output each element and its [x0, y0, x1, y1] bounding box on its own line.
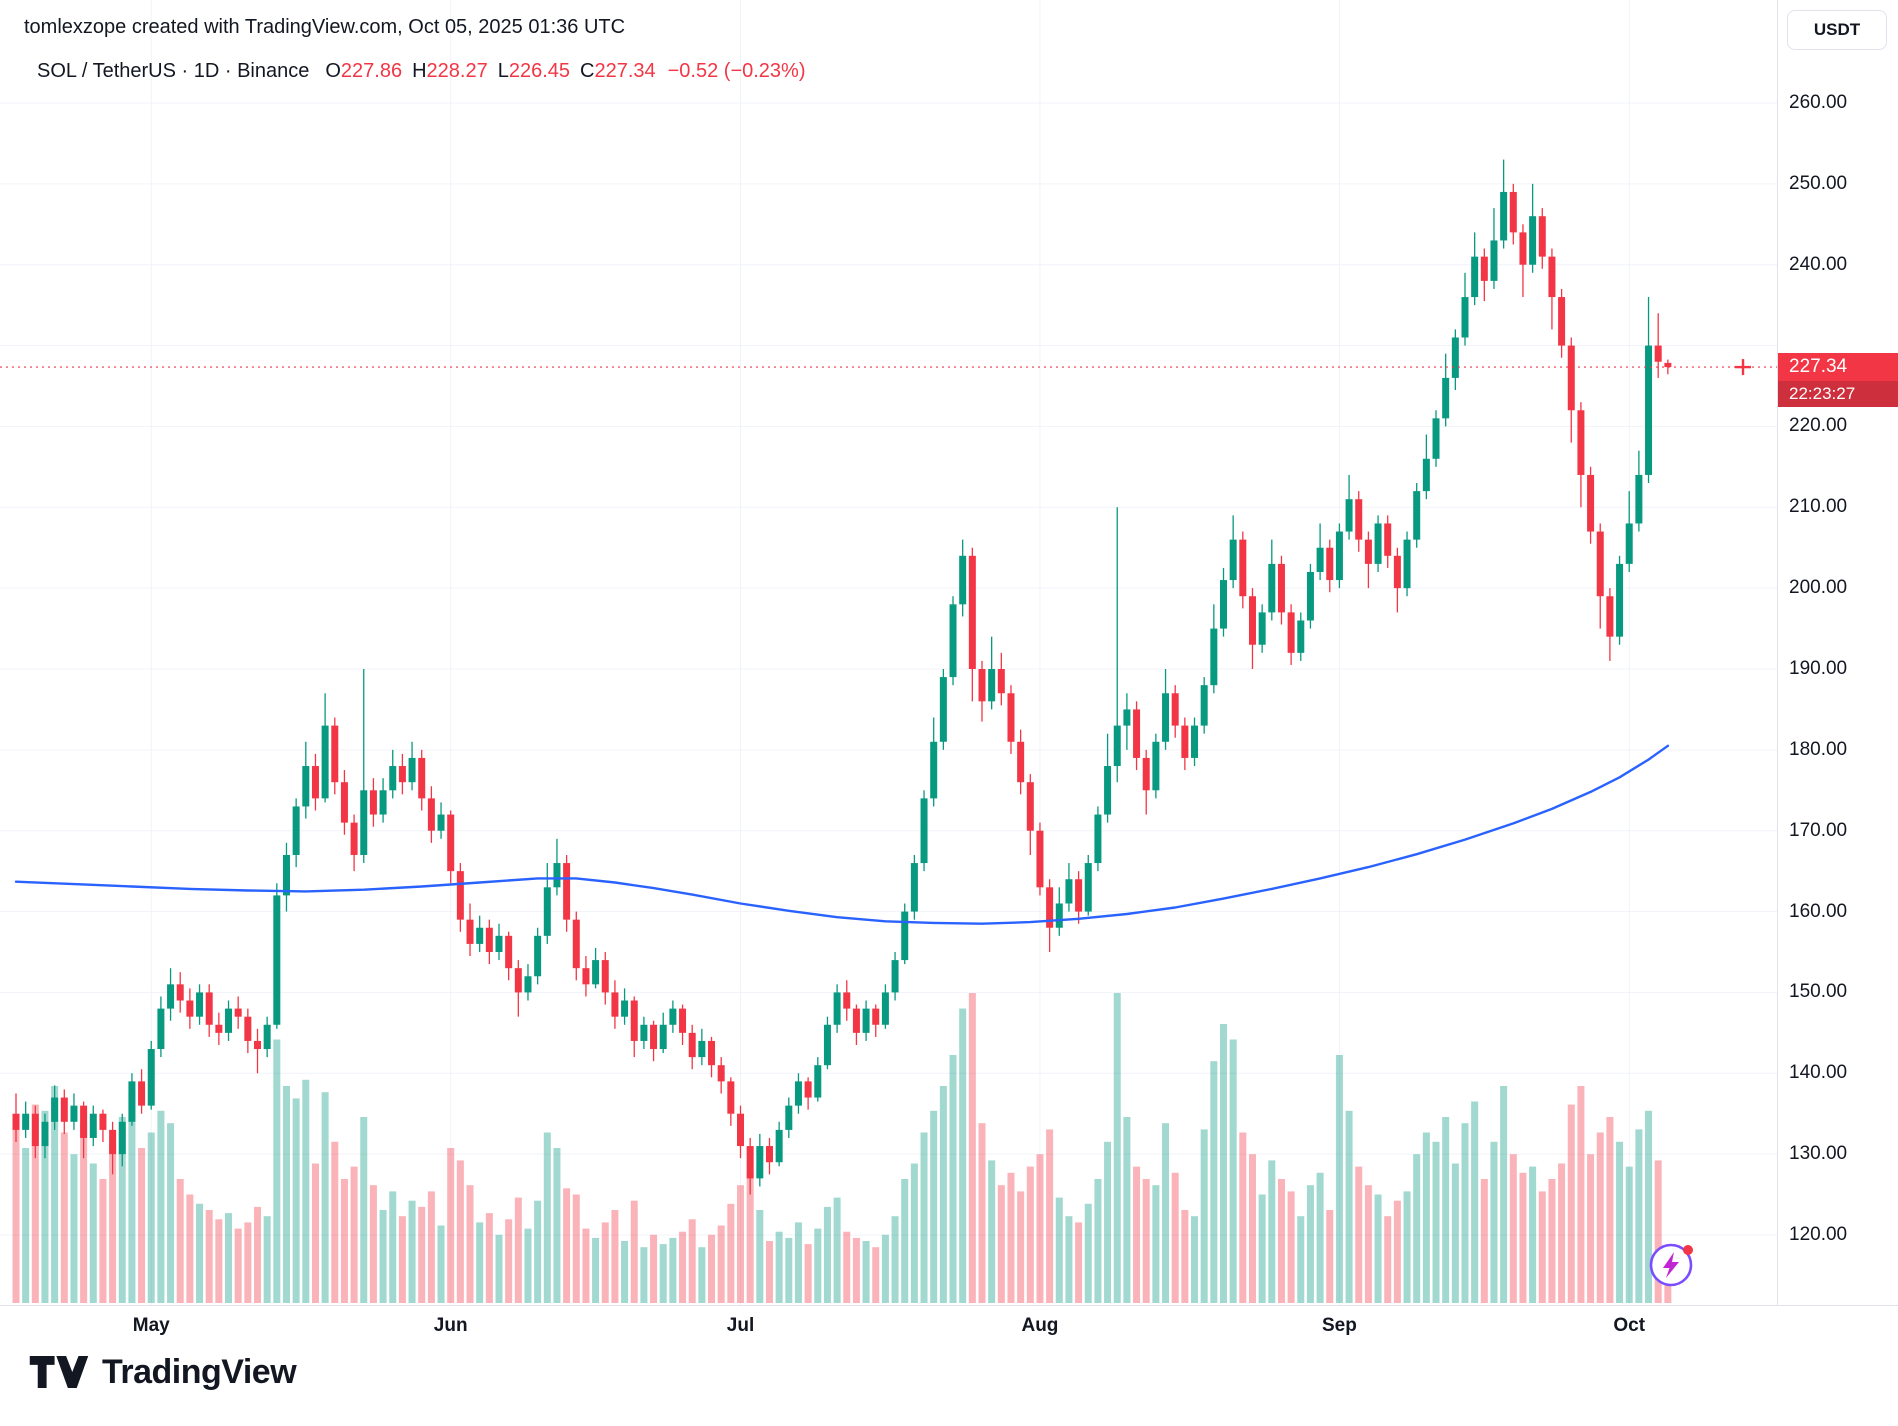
low-label: L [497, 60, 509, 82]
symbol-legend[interactable]: SOL / TetherUS · 1D · Binance O227.86 H2… [37, 60, 806, 83]
footer-brand[interactable]: TradingView [28, 1352, 297, 1392]
symbol-title[interactable]: SOL / TetherUS · 1D · Binance [37, 60, 310, 82]
flash-icon[interactable] [1646, 1238, 1698, 1290]
price-axis-label: 130.00 [1789, 1143, 1848, 1165]
price-axis-label: 140.00 [1789, 1062, 1848, 1084]
price-axis-label: 180.00 [1789, 738, 1848, 760]
last-price-value: 227.34 [1778, 353, 1898, 382]
price-axis-label: 260.00 [1789, 92, 1848, 113]
bar-countdown: 22:23:27 [1778, 381, 1898, 408]
change-value: −0.52 (−0.23%) [667, 60, 806, 82]
price-axis-label: 200.00 [1789, 577, 1848, 599]
time-axis-label: Jul [726, 1315, 755, 1336]
open-label: O [325, 60, 341, 82]
ohlc-open: O227.86 [325, 60, 402, 83]
time-axis-label: May [132, 1315, 170, 1336]
time-axis-label: Aug [1021, 1315, 1059, 1336]
price-axis-label: 220.00 [1789, 415, 1848, 437]
brand-name: TradingView [102, 1352, 297, 1391]
price-axis[interactable]: USDT 260.00 250.00 240.00 220.00 210.00 200.0… [1777, 0, 1898, 1305]
time-axis-label: Sep [1321, 1315, 1357, 1336]
candlestick-chart[interactable] [0, 0, 1777, 1305]
price-axis-label: 120.00 [1789, 1224, 1848, 1245]
attribution-text: tomlexzope created with TradingView.com,… [24, 16, 626, 38]
price-axis-label: 150.00 [1789, 981, 1848, 1003]
price-axis-label: 240.00 [1789, 253, 1848, 275]
price-axis-label: 170.00 [1789, 819, 1848, 841]
time-axis-label: Jun [433, 1315, 468, 1336]
high-label: H [412, 60, 427, 82]
price-axis-label: 250.00 [1789, 172, 1848, 194]
tradingview-logo-icon [29, 1356, 89, 1388]
price-axis-label: 160.00 [1789, 900, 1848, 922]
open-value: 227.86 [340, 60, 403, 82]
ohlc-high: H228.27 [412, 60, 488, 83]
close-label: C [580, 60, 595, 82]
price-axis-label: 190.00 [1789, 658, 1848, 679]
price-axis-label: 210.00 [1789, 496, 1848, 518]
ohlc-close: C227.34 [580, 60, 656, 83]
currency-button[interactable]: USDT [1787, 10, 1887, 50]
low-value: 226.45 [508, 60, 570, 82]
last-price-badge: 227.34 22:23:27 [1778, 353, 1898, 408]
close-value: 227.34 [594, 60, 656, 82]
ohlc-low: L226.45 [498, 60, 570, 83]
time-axis[interactable]: May Jun Jul Aug Sep Oct [0, 1305, 1898, 1347]
time-axis-label: Oct [1613, 1315, 1646, 1336]
high-value: 228.27 [426, 60, 488, 82]
